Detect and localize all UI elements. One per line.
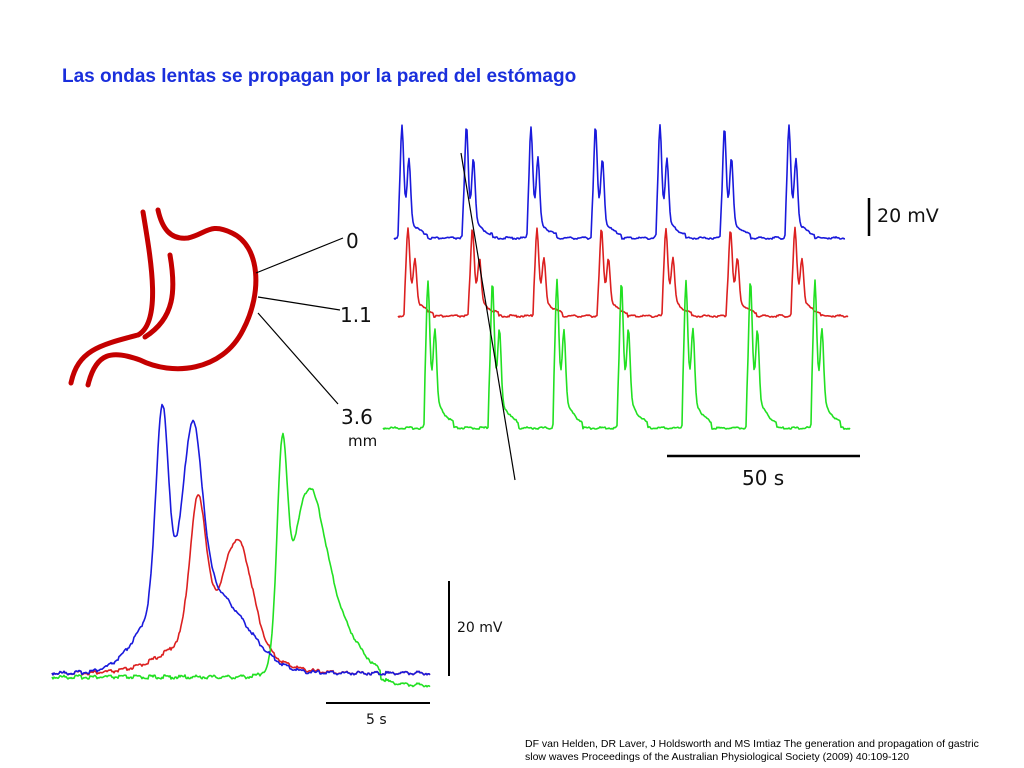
leader-line-site-1-1: [257, 296, 341, 311]
slide-title: Las ondas lentas se propagan por la pare…: [62, 66, 577, 87]
trace-site-3-6: [382, 278, 851, 430]
propagation-line: [460, 152, 516, 481]
site-label-0: 0: [346, 229, 359, 253]
lower-trace-panel: [51, 403, 431, 688]
stomach-outer-wall: [68, 207, 259, 388]
trace-site-0: [393, 124, 846, 240]
zoom-trace-site-0: [51, 403, 431, 676]
stomach-inner-wall: [142, 252, 176, 340]
site-leader-lines: [255, 237, 344, 405]
site-label-3-6: 3.6: [341, 405, 373, 429]
upper-voltage-scale-label: 20 mV: [877, 205, 939, 227]
leader-line-site-3-6: [257, 312, 339, 405]
upper-time-scale-label: 50 s: [742, 466, 784, 490]
lower-time-scale-label: 5 s: [366, 712, 387, 728]
distance-unit-label: mm: [348, 432, 377, 450]
citation: DF van Helden, DR Laver, J Holdsworth an…: [525, 738, 979, 763]
stomach-illustration: [68, 207, 259, 388]
lower-voltage-scale-label: 20 mV: [457, 620, 503, 636]
site-label-1-1: 1.1: [340, 303, 372, 327]
leader-line-site-0: [255, 237, 344, 274]
zoom-trace-site-1-1: [51, 494, 431, 676]
zoom-trace-site-3-6: [51, 432, 431, 688]
upper-trace-panel: [382, 124, 851, 430]
